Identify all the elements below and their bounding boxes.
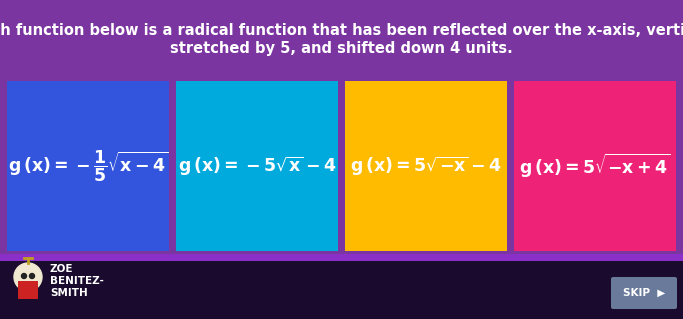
FancyBboxPatch shape (611, 277, 677, 309)
Text: $\mathbf{g\,(x) = 5\sqrt{-x+4}}$: $\mathbf{g\,(x) = 5\sqrt{-x+4}}$ (519, 152, 671, 180)
Circle shape (14, 263, 42, 291)
FancyBboxPatch shape (345, 81, 507, 251)
FancyBboxPatch shape (7, 81, 169, 251)
Text: $\mathbf{g\,(x) = -5\sqrt{x} - 4}$: $\mathbf{g\,(x) = -5\sqrt{x} - 4}$ (178, 154, 336, 177)
FancyBboxPatch shape (18, 281, 38, 299)
Circle shape (21, 273, 27, 278)
Text: Which function below is a radical function that has been reflected over the x-ax: Which function below is a radical functi… (0, 24, 683, 39)
Text: ZOE: ZOE (50, 264, 74, 274)
Text: BENITEZ-: BENITEZ- (50, 276, 104, 286)
Text: SKIP  ▶: SKIP ▶ (623, 288, 665, 298)
Text: $\mathbf{g\,(x) = 5\sqrt{-x} - 4}$: $\mathbf{g\,(x) = 5\sqrt{-x} - 4}$ (350, 154, 502, 177)
FancyBboxPatch shape (0, 254, 683, 261)
Text: stretched by 5, and shifted down 4 units.: stretched by 5, and shifted down 4 units… (170, 41, 513, 56)
Text: SMITH: SMITH (50, 288, 87, 298)
FancyBboxPatch shape (514, 81, 676, 251)
Text: $\mathbf{g\,(x) = -\dfrac{1}{5}\sqrt{x-4}}$: $\mathbf{g\,(x) = -\dfrac{1}{5}\sqrt{x-4… (8, 148, 168, 184)
FancyBboxPatch shape (0, 256, 683, 319)
Circle shape (29, 273, 35, 278)
FancyBboxPatch shape (176, 81, 338, 251)
